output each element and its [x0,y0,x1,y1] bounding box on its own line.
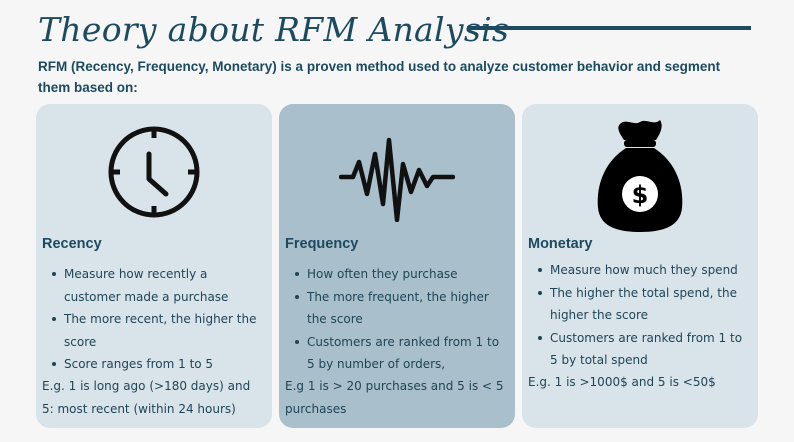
frequency-bullets: How often they purchase The more frequen… [291,263,507,376]
money-bag-icon: $ [522,116,758,234]
dollar-sign-icon: $ [632,181,649,209]
monetary-card: $ Monetary Measure how much they spend T… [522,104,758,428]
list-item: Measure how much they spend [534,259,750,282]
intro-text: RFM (Recency, Frequency, Monetary) is a … [38,59,721,95]
list-item: Score ranges from 1 to 5 [48,353,264,376]
monetary-title: Monetary [528,236,593,252]
title-rule [467,26,751,30]
monetary-bullets: Measure how much they spend The higher t… [534,259,750,372]
list-item: Customers are ranked from 1 to 5 by tota… [534,327,750,372]
list-item: The more recent, the higher the score [48,308,264,353]
list-item: The more frequent, the higher the score [291,286,507,331]
list-item: Customers are ranked from 1 to 5 by numb… [291,331,507,376]
pulse-wave-icon [279,132,515,222]
recency-bullets: Measure how recently a customer made a p… [48,263,264,376]
frequency-title: Frequency [285,236,359,252]
frequency-card: Frequency How often they purchase The mo… [279,104,515,428]
recency-title: Recency [42,236,102,252]
page-title: Theory about RFM Analysis [38,10,510,49]
recency-card: Recency Measure how recently a customer … [36,104,272,428]
monetary-example: E.g. 1 is >1000$ and 5 is <50$ [528,375,716,389]
recency-example: E.g. 1 is long ago (>180 days) and 5: mo… [42,379,251,416]
list-item: How often they purchase [291,263,507,286]
list-item: The higher the total spend, the higher t… [534,282,750,327]
list-item: Measure how recently a customer made a p… [48,263,264,308]
clock-icon [36,124,272,220]
frequency-example: E.g 1 is > 20 purchases and 5 is < 5 pur… [285,379,504,416]
